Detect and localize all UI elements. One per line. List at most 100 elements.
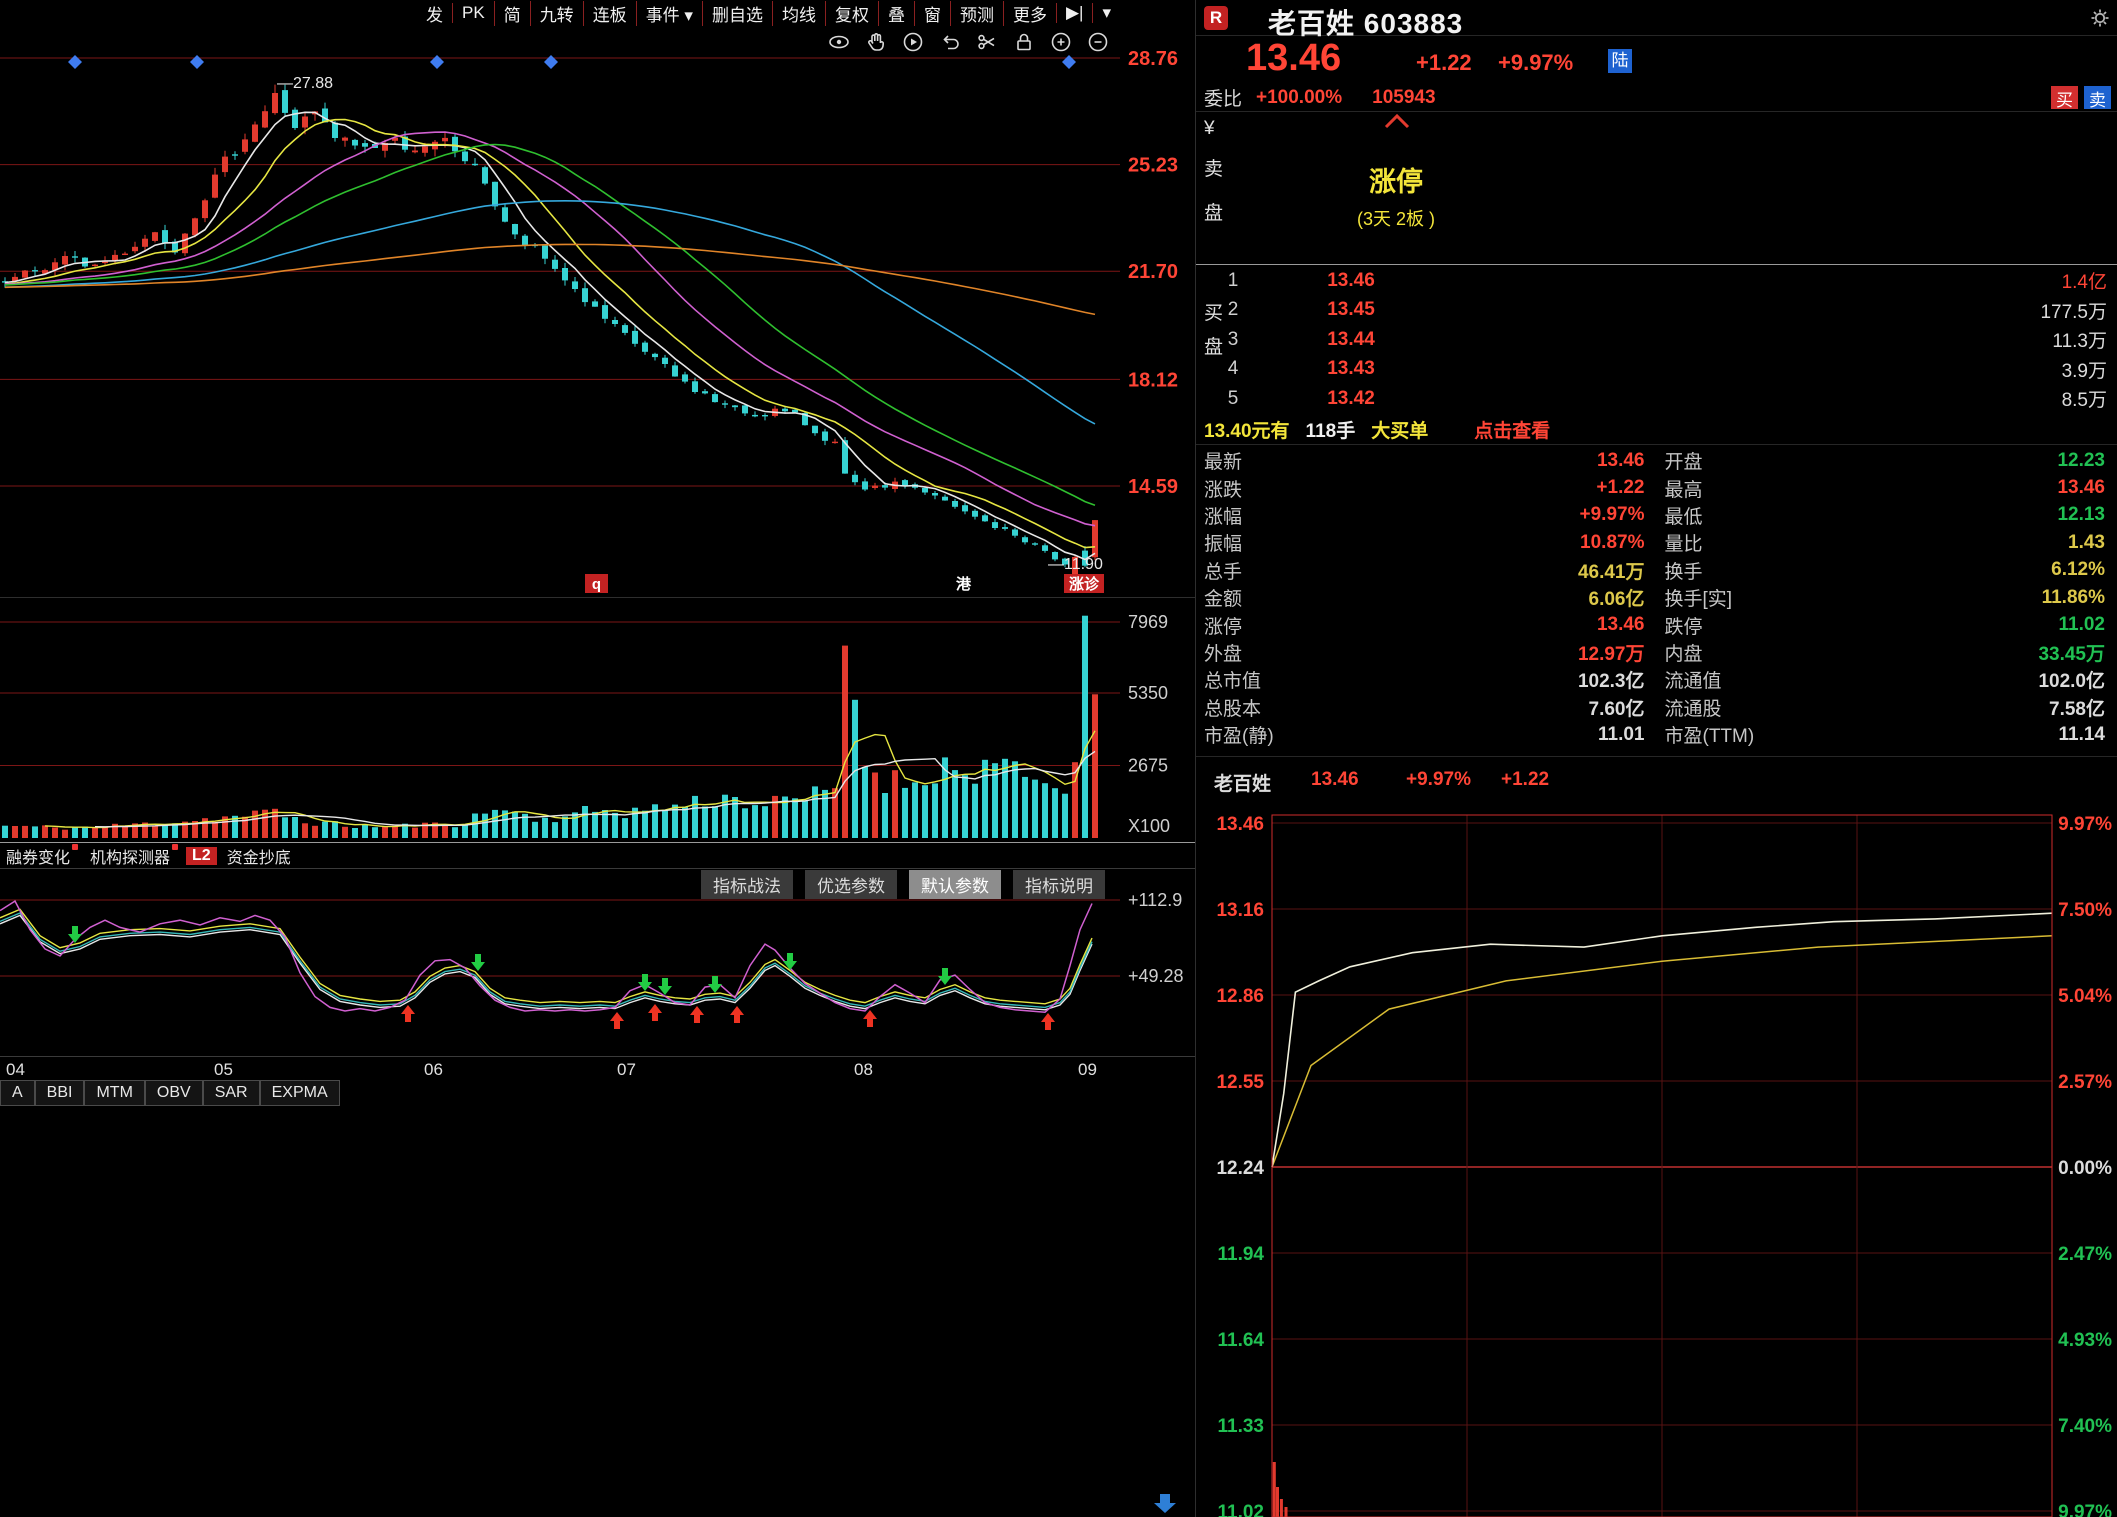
zoom-in-icon[interactable] (1049, 31, 1073, 53)
toolbar-item-12[interactable]: 预测 (949, 0, 1003, 26)
bid-level-row[interactable]: 1 13.46 1.4亿 (1196, 266, 2117, 296)
toolbar-item-11[interactable]: 窗 (913, 0, 950, 26)
svg-text:13.16: 13.16 (1216, 900, 1264, 921)
notification-dot (172, 843, 179, 850)
indicator-button-1[interactable]: 指标战法 (701, 870, 793, 899)
indicator-button-4[interactable]: 指标说明 (1013, 870, 1105, 899)
svg-text:14.59: 14.59 (1128, 476, 1178, 498)
bottom-tab-a[interactable]: A (0, 1080, 35, 1106)
stat-label: 金额 (1204, 589, 1243, 611)
eye-icon[interactable] (827, 31, 851, 53)
bottom-tab-bbi[interactable]: BBI (34, 1080, 85, 1106)
bid-price: 13.46 (1327, 269, 1375, 291)
stat-value: 6.12% (2051, 559, 2105, 581)
buy-button[interactable]: 买 (2051, 86, 2078, 110)
bid-price: 13.45 (1327, 299, 1375, 321)
stat-value: 10.87% (1580, 531, 1645, 553)
stock-title: 老百姓 603883 (1268, 2, 1463, 42)
orderbook-divider (1196, 264, 2117, 265)
indicator-tab-2[interactable]: 机构探测器 (86, 843, 180, 869)
indicator-tab-bar: 融券变化 机构探测器 L2 资金抄底 (0, 842, 1195, 868)
svg-text:—11.90: —11.90 (1048, 556, 1103, 573)
weibi-label: 委比 (1204, 89, 1243, 110)
toolbar-item-7[interactable]: 删自选 (701, 0, 772, 26)
undo-icon[interactable] (938, 31, 962, 53)
toolbar-item-3[interactable]: 简 (493, 0, 530, 26)
bid-level-row[interactable]: 4 13.43 3.9万 (1196, 355, 2117, 385)
bottom-tab-expma[interactable]: EXPMA (259, 1080, 340, 1106)
bottom-tab-obv[interactable]: OBV (144, 1080, 203, 1106)
toolbar-item-10[interactable]: 叠 (877, 0, 914, 26)
stat-label: 量比 (1664, 534, 1703, 556)
svg-text:12.86: 12.86 (1216, 986, 1264, 1007)
volume-chart[interactable]: 7969 5350 2675 X100 (0, 598, 1195, 842)
bottom-tab-mtm[interactable]: MTM (84, 1080, 145, 1106)
sell-button[interactable]: 卖 (2084, 86, 2111, 110)
indicator-button-2[interactable]: 优选参数 (805, 870, 897, 899)
stat-label: 换手[实] (1664, 589, 1733, 611)
zoom-out-icon[interactable] (1086, 31, 1110, 53)
svg-text:12.24: 12.24 (1216, 1158, 1264, 1179)
toolbar-item-9[interactable]: 复权 (824, 0, 878, 26)
kline-chart[interactable]: 28.76 25.23 21.70 18.12 14.59 —27.88 —11.90 q 港 涨… (0, 0, 1195, 598)
lock-icon[interactable] (1012, 31, 1036, 53)
toolbar-item-6[interactable]: 事件 ▾ (635, 0, 702, 26)
hand-icon[interactable] (864, 31, 888, 53)
big-order-view-link[interactable]: 点击查看 (1474, 421, 1551, 442)
indicator-button-3[interactable]: 默认参数 (909, 870, 1001, 899)
stat-cell: 总手 46.41万 (1196, 557, 1657, 584)
stat-label: 市盈(静) (1204, 726, 1274, 748)
collapse-caret-icon[interactable] (1384, 114, 1410, 129)
bid-level-row[interactable]: 3 13.44 11.3万 (1196, 325, 2117, 355)
svg-text:18.12: 18.12 (1128, 369, 1178, 391)
indicator-tab-4[interactable]: 资金抄底 (226, 849, 291, 867)
bid-price: 13.44 (1327, 328, 1375, 350)
toolbar-item-2[interactable]: PK (452, 3, 494, 23)
stat-value: 7.60亿 (1588, 698, 1645, 720)
toolbar-item-1[interactable]: 发 (426, 5, 443, 25)
stat-label: 市盈(TTM) (1664, 726, 1755, 748)
section-divider (1196, 444, 2117, 445)
play-icon[interactable] (901, 31, 925, 53)
bid-level-row[interactable]: 5 13.42 8.5万 (1196, 384, 2117, 414)
svg-text:2.47%: 2.47% (2058, 1244, 2112, 1265)
svg-text:5350: 5350 (1128, 683, 1168, 703)
bid-level-row[interactable]: 2 13.45 177.5万 (1196, 296, 2117, 326)
chart-tools (827, 31, 1110, 53)
stat-value: 12.13 (2057, 504, 2105, 526)
price-change: +1.22 (1416, 50, 1472, 75)
svg-text:7.40%: 7.40% (2058, 1416, 2112, 1437)
bid-side-label2: 盘 (1204, 337, 1224, 358)
toolbar-item-5[interactable]: 连板 (582, 0, 636, 26)
bid-level-number: 4 (1227, 358, 1239, 380)
toolbar-item-8[interactable]: 均线 (771, 0, 825, 26)
svg-text:2675: 2675 (1128, 756, 1168, 776)
settings-icon[interactable] (2089, 7, 2111, 29)
stat-cell: 总股本 7.60亿 (1196, 694, 1657, 721)
toolbar-item-14[interactable]: ▶| (1055, 3, 1093, 23)
bottom-tab-sar[interactable]: SAR (202, 1080, 260, 1106)
chart-area: 28.76 25.23 21.70 18.12 14.59 —27.88 —11.90 q 港 涨… (0, 0, 1195, 1517)
stock-code: 603883 (1363, 8, 1464, 39)
toolbar-item-4[interactable]: 九转 (529, 0, 583, 26)
indicator-tab-1[interactable]: 融券变化 (2, 843, 80, 869)
bid-level-number: 1 (1227, 269, 1239, 291)
weibi-value: +100.00% (1256, 86, 1343, 108)
scissors-icon[interactable] (975, 31, 999, 53)
indicator-tab-3[interactable]: L2 (186, 846, 217, 865)
intraday-mini-chart[interactable]: 13.46 9.97% 13.16 7.50% 12.86 5.04% 12.55 2.57%… (1196, 805, 2117, 1517)
toolbar-item-13[interactable]: 更多 (1002, 0, 1056, 26)
toolbar-item-15[interactable]: ▾ (1092, 3, 1120, 23)
bid-level-number: 2 (1227, 299, 1239, 321)
svg-text:q: q (592, 576, 601, 593)
scroll-down-button[interactable] (1152, 1492, 1178, 1517)
svg-text:11.33: 11.33 (1218, 1416, 1265, 1437)
stat-cell: 总市值 102.3亿 (1196, 666, 1657, 693)
bid-volume: 8.5万 (2061, 390, 2107, 412)
stat-label: 换手 (1664, 561, 1703, 583)
stock-name: 老百姓 (1268, 8, 1356, 39)
stat-cell: 最新 13.46 (1196, 447, 1657, 474)
indicator-chart[interactable]: +112.9 +49.28 (0, 868, 1195, 1056)
top-toolbar: 发 PK 简九转 连板 事件 ▾ 删自选 均线 复权叠窗预测 更多 ▶| ▾ (417, 0, 1120, 26)
